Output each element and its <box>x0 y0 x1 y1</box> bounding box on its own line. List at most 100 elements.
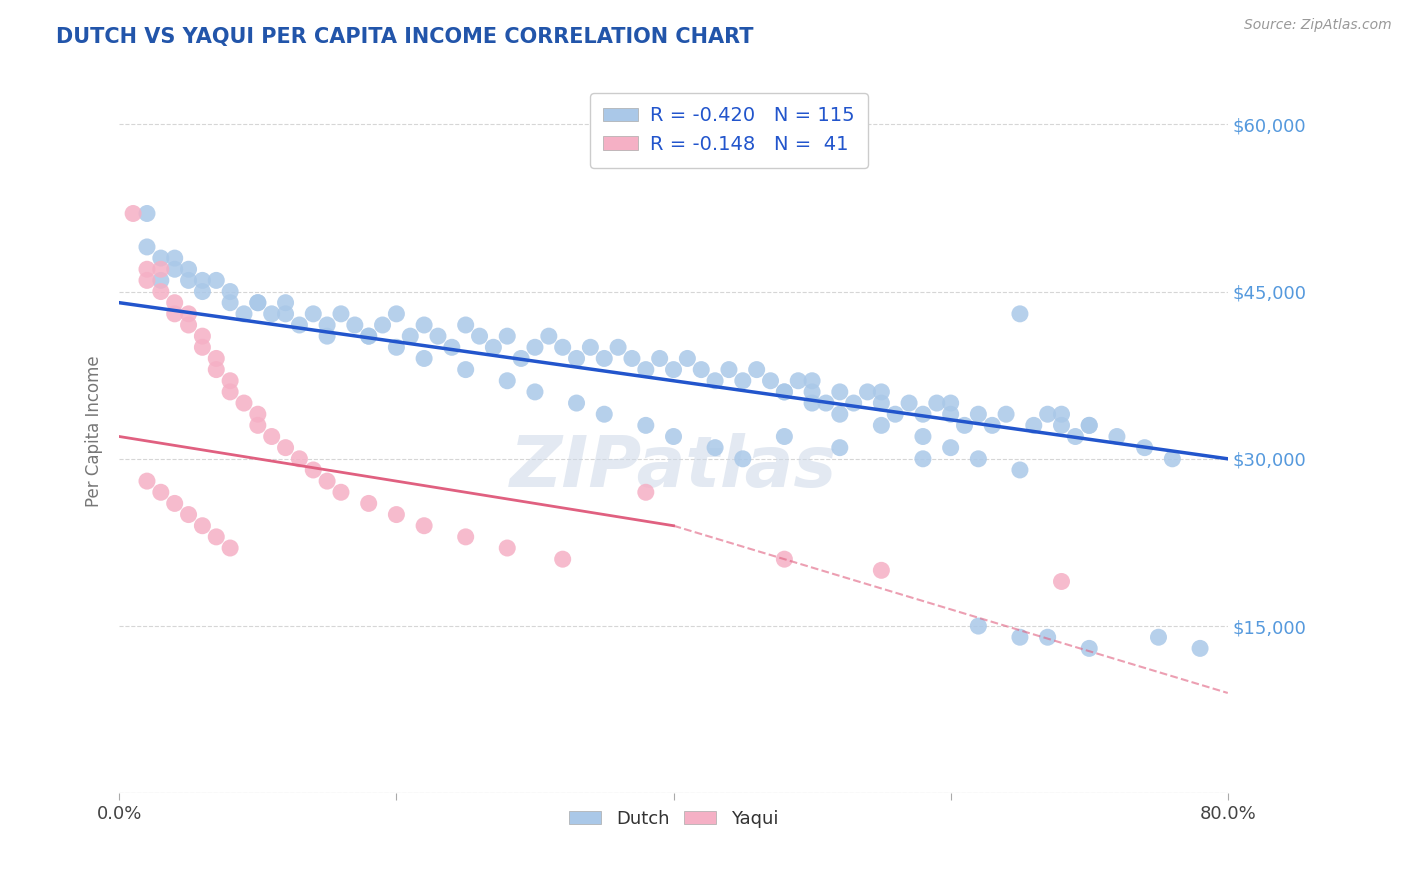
Point <box>343 318 366 332</box>
Point <box>565 396 588 410</box>
Point <box>510 351 533 366</box>
Point <box>426 329 449 343</box>
Point <box>219 541 242 555</box>
Point <box>302 463 325 477</box>
Point <box>219 384 242 399</box>
Point <box>260 429 283 443</box>
Point <box>246 295 269 310</box>
Point <box>330 485 353 500</box>
Point <box>634 362 657 376</box>
Text: Source: ZipAtlas.com: Source: ZipAtlas.com <box>1244 18 1392 32</box>
Point <box>662 362 685 376</box>
Point <box>551 340 574 354</box>
Point <box>246 418 269 433</box>
Point <box>801 374 824 388</box>
Point <box>233 307 256 321</box>
Point <box>136 262 159 277</box>
Point <box>191 285 214 299</box>
Point <box>205 273 228 287</box>
Point <box>496 329 519 343</box>
Point <box>801 384 824 399</box>
Point <box>995 407 1018 421</box>
Point <box>828 441 851 455</box>
Point <box>593 407 616 421</box>
Point <box>870 563 893 577</box>
Point <box>745 362 768 376</box>
Point <box>1036 630 1059 644</box>
Point <box>523 340 546 354</box>
Point <box>1036 407 1059 421</box>
Point <box>205 351 228 366</box>
Point <box>856 384 879 399</box>
Point <box>787 374 810 388</box>
Point <box>967 619 990 633</box>
Point <box>1161 451 1184 466</box>
Point <box>1008 463 1031 477</box>
Point <box>177 273 200 287</box>
Point <box>316 329 339 343</box>
Point <box>246 295 269 310</box>
Text: DUTCH VS YAQUI PER CAPITA INCOME CORRELATION CHART: DUTCH VS YAQUI PER CAPITA INCOME CORRELA… <box>56 27 754 46</box>
Point <box>440 340 463 354</box>
Legend: Dutch, Yaqui: Dutch, Yaqui <box>561 803 786 835</box>
Point <box>1147 630 1170 644</box>
Point <box>454 362 477 376</box>
Point <box>496 374 519 388</box>
Point <box>814 396 837 410</box>
Point <box>288 318 311 332</box>
Point <box>357 496 380 510</box>
Point <box>149 485 172 500</box>
Point <box>731 374 754 388</box>
Point <box>496 541 519 555</box>
Point <box>357 329 380 343</box>
Point <box>191 273 214 287</box>
Point <box>163 251 186 265</box>
Point <box>136 474 159 488</box>
Point <box>219 374 242 388</box>
Point <box>413 351 436 366</box>
Point <box>274 307 297 321</box>
Point <box>884 407 907 421</box>
Point <box>288 451 311 466</box>
Point <box>219 285 242 299</box>
Point <box>163 496 186 510</box>
Point <box>828 407 851 421</box>
Point <box>773 552 796 566</box>
Point <box>122 206 145 220</box>
Point <box>537 329 560 343</box>
Point <box>523 384 546 399</box>
Point <box>316 474 339 488</box>
Point <box>1050 418 1073 433</box>
Y-axis label: Per Capita Income: Per Capita Income <box>86 355 103 507</box>
Point <box>177 307 200 321</box>
Point <box>385 340 408 354</box>
Point <box>593 351 616 366</box>
Point <box>163 262 186 277</box>
Point <box>870 396 893 410</box>
Point <box>136 273 159 287</box>
Point <box>149 273 172 287</box>
Point <box>191 340 214 354</box>
Point <box>911 451 934 466</box>
Point <box>246 407 269 421</box>
Point <box>634 485 657 500</box>
Text: ZIPatlas: ZIPatlas <box>510 433 837 501</box>
Point <box>911 407 934 421</box>
Point <box>205 530 228 544</box>
Point <box>1105 429 1128 443</box>
Point <box>274 295 297 310</box>
Point <box>939 407 962 421</box>
Point <box>939 441 962 455</box>
Point <box>482 340 505 354</box>
Point <box>967 451 990 466</box>
Point <box>731 451 754 466</box>
Point <box>551 552 574 566</box>
Point <box>1078 418 1101 433</box>
Point <box>191 329 214 343</box>
Point <box>648 351 671 366</box>
Point <box>177 262 200 277</box>
Point <box>136 206 159 220</box>
Point <box>136 240 159 254</box>
Point <box>690 362 713 376</box>
Point <box>704 374 727 388</box>
